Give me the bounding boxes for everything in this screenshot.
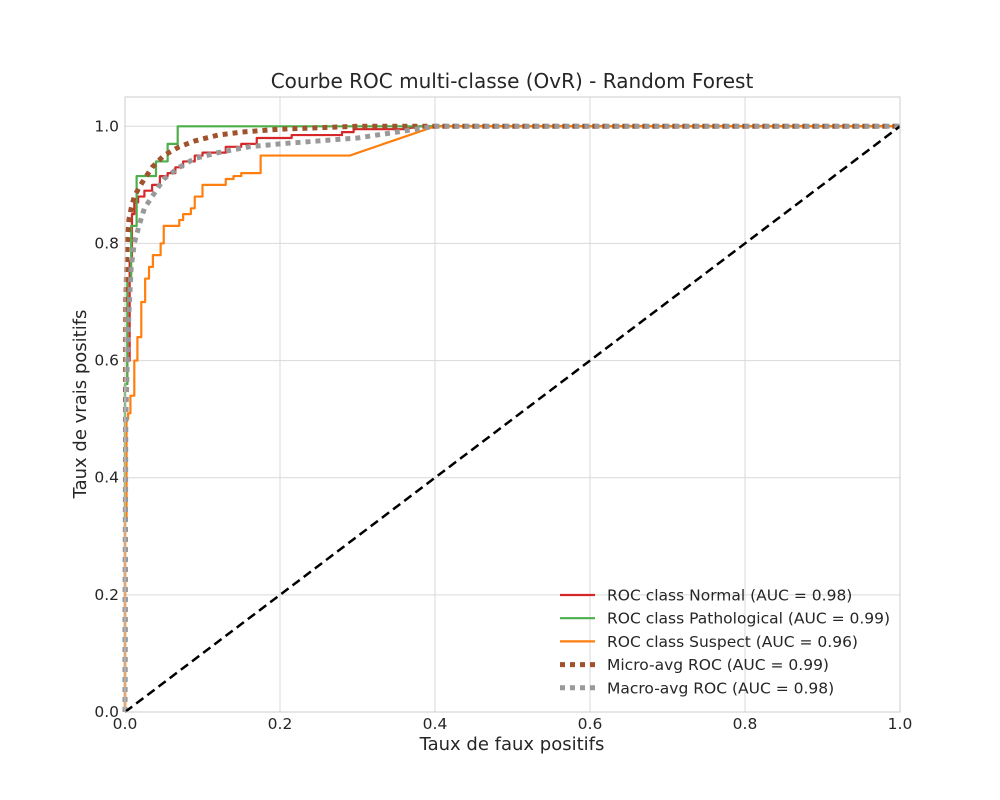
legend: ROC class Normal (AUC = 0.98) ROC class P… (560, 587, 890, 697)
legend-entry: ROC class Normal (AUC = 0.98) (607, 587, 852, 605)
x-axis-label: Taux de faux positifs (419, 734, 605, 755)
x-tick-label: 0.4 (423, 715, 448, 733)
chart-title: Courbe ROC multi-classe (OvR) - Random F… (271, 69, 754, 93)
y-tick-label: 0.0 (94, 703, 119, 721)
x-tick-label: 0.6 (578, 715, 603, 733)
y-tick-label: 0.2 (94, 586, 119, 604)
plot-area (125, 97, 900, 712)
roc-curve-4 (122, 123, 900, 713)
grid (124, 97, 901, 713)
legend-entry: Micro-avg ROC (AUC = 0.99) (607, 656, 829, 674)
x-tick-label: 0.2 (268, 715, 293, 733)
x-tick-label: 0.8 (733, 715, 758, 733)
roc-curve-0 (123, 125, 900, 712)
y-tick-label: 0.6 (94, 352, 119, 370)
roc-curve-2 (123, 125, 900, 712)
x-tick-label: 1.0 (888, 715, 913, 733)
legend-entry: Macro-avg ROC (AUC = 0.98) (607, 679, 834, 697)
x-axis-ticks: 0.0 0.2 0.4 0.6 0.8 1.0 (113, 715, 913, 733)
y-tick-label: 1.0 (94, 117, 119, 135)
y-tick-label: 0.8 (94, 234, 119, 252)
y-axis-ticks: 0.0 0.2 0.4 0.6 0.8 1.0 (94, 117, 119, 721)
legend-entry: ROC class Pathological (AUC = 0.99) (607, 610, 890, 628)
legend-entry: ROC class Suspect (AUC = 0.96) (607, 633, 858, 651)
chance-diagonal-line (124, 125, 901, 713)
roc-curves (122, 123, 901, 713)
roc-curve-3 (122, 123, 900, 713)
plot-background (125, 97, 900, 712)
plot-frame (124, 96, 901, 713)
y-axis-label: Taux de vrais positifs (70, 310, 91, 500)
y-tick-label: 0.4 (94, 469, 119, 487)
x-tick-label: 0.0 (113, 715, 138, 733)
